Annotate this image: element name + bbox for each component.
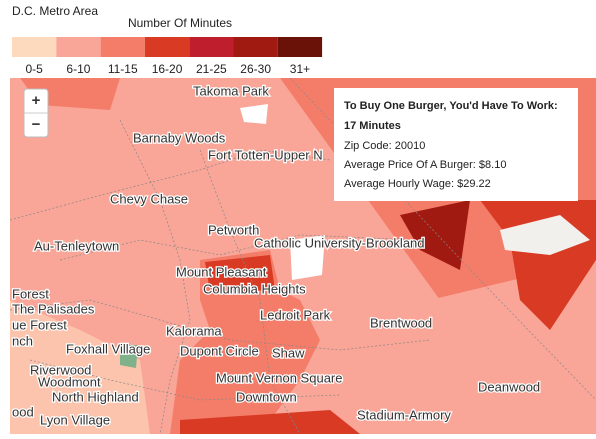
legend-swatch [189, 37, 234, 57]
tooltip-line: Zip Code: 20010 [344, 140, 425, 152]
zoom-out[interactable]: − [32, 116, 41, 133]
legend-swatch [12, 37, 57, 57]
place-label: Columbia Heights [203, 281, 306, 296]
region [180, 410, 360, 434]
zoom-in[interactable]: + [32, 92, 41, 109]
zoom-control: + − [23, 88, 49, 138]
tooltip-line: Average Price Of A Burger: $8.10 [344, 159, 506, 171]
place-label: Riverwood [30, 362, 91, 377]
region [170, 250, 320, 434]
legend-label: 21-25 [196, 62, 227, 76]
place-label: Chevy Chase [110, 191, 188, 206]
place-label: Takoma Park [193, 83, 269, 98]
place-label: Foxhall Village [66, 341, 150, 356]
place-label: Mount Pleasant [176, 264, 267, 279]
place-label: Kalorama [166, 323, 222, 338]
place-label: The Palisades [12, 301, 95, 316]
legend-swatch [277, 37, 323, 57]
legend-label: 26-30 [240, 62, 271, 76]
tooltip: To Buy One Burger, You'd Have To Work: 1… [334, 88, 578, 201]
park [120, 345, 138, 368]
place-label: Fort Totten-Upper N [208, 147, 323, 162]
place-label: Ledroit Park [260, 307, 331, 322]
legend: 0-5 6-10 11-15 16-20 21-25 26-30 31+ [12, 37, 323, 76]
place-label: Au-Tenleytown [34, 238, 119, 253]
place-label: ue Forest [12, 317, 67, 332]
tooltip-box [334, 88, 578, 201]
region [205, 255, 275, 292]
legend-swatch [100, 37, 145, 57]
place-label: ood [12, 404, 34, 419]
legend-swatch [56, 37, 101, 57]
region [10, 300, 150, 434]
tooltip-title: To Buy One Burger, You'd Have To Work: [344, 100, 558, 112]
tooltip-value: 17 Minutes [344, 120, 401, 132]
place-label: Dupont Circle [180, 343, 259, 358]
place-label: Shaw [272, 345, 305, 360]
place-label: Forest [12, 286, 49, 301]
place-label: Lyon Village [40, 412, 110, 427]
legend-label: 11-15 [108, 62, 138, 76]
legend-swatch [144, 37, 190, 57]
place-label: Petworth [208, 222, 259, 237]
place-label: Catholic University-Brookland [254, 235, 425, 250]
place-labels: Takoma Park Barnaby Woods Fort Totten-Uppe… [11, 82, 542, 429]
legend-swatch [233, 37, 278, 57]
legend-label: 6-10 [66, 62, 90, 76]
water [240, 104, 268, 124]
place-label: Stadium-Armory [357, 407, 451, 422]
water [500, 215, 590, 255]
place-label: Woodmont [38, 374, 101, 389]
legend-label: 0-5 [25, 62, 43, 76]
place-label: Brentwood [370, 315, 432, 330]
legend-label: 16-20 [152, 62, 183, 76]
place-label: Barnaby Woods [133, 130, 226, 145]
tooltip-line: Average Hourly Wage: $29.22 [344, 178, 491, 190]
water [290, 235, 325, 280]
place-label: North Highland [52, 389, 139, 404]
header-title: D.C. Metro Area [12, 4, 98, 18]
legend-title: Number Of Minutes [128, 16, 232, 30]
place-label: Deanwood [478, 379, 540, 394]
place-label: nch [12, 333, 33, 348]
region [400, 200, 470, 270]
place-label: Mount Vernon Square [216, 370, 342, 385]
legend-label: 31+ [290, 62, 310, 76]
place-label: Downtown [236, 389, 297, 404]
